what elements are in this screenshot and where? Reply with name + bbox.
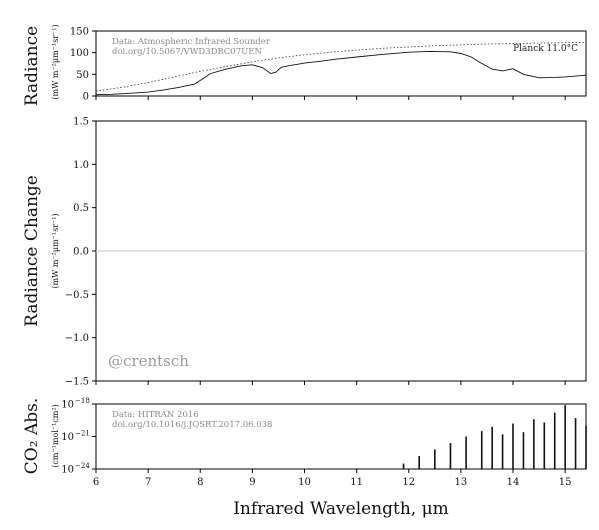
radiance-change-y-tick-label: 1.0 bbox=[73, 160, 89, 171]
x-tick-label: 8 bbox=[197, 477, 203, 488]
x-tick-label: 12 bbox=[402, 477, 415, 488]
x-tick-label: 13 bbox=[455, 477, 468, 488]
radiance-change-y-tick-label: 1.5 bbox=[73, 117, 89, 128]
x-tick-label: 14 bbox=[507, 477, 520, 488]
radiance-spectrum bbox=[95, 50, 587, 96]
radiance-change-ylabel: Radiance Change bbox=[22, 175, 42, 327]
radiance-doi: doi.org/10.5067/VWD3DRC07UEN bbox=[112, 47, 262, 57]
co2-y-tick-exponent: −24 bbox=[75, 462, 90, 470]
x-ticks: 6 7 8 9 10 11 12 13 14 15 bbox=[93, 96, 572, 488]
co2-y-tick-label: 10 bbox=[61, 432, 74, 443]
planck-legend-label: Planck 11.0°C bbox=[513, 44, 578, 54]
radiance-y-units: (mW m⁻²μm⁻¹sr⁻¹) bbox=[51, 24, 60, 99]
co2-y-tick-label: 10 bbox=[61, 400, 74, 411]
co2-y-tick-label: 10 bbox=[61, 465, 74, 476]
x-tick-label: 10 bbox=[298, 477, 311, 488]
co2-data-source: Data: HITRAN 2016 bbox=[112, 410, 199, 420]
radiance-change-panel: −1.5 −1.0 −0.5 0.0 0.5 1.0 1.5 @crentsch Radia… bbox=[22, 117, 587, 388]
co2-y-tick-exponent: −21 bbox=[75, 430, 90, 438]
watermark: @crentsch bbox=[108, 352, 189, 370]
x-axis-label: Infrared Wavelength, μm bbox=[233, 499, 449, 519]
radiance-y-tick-label: 0 bbox=[83, 92, 89, 103]
radiance-change-y-tick-label: −1.0 bbox=[65, 333, 89, 344]
radiance-y-tick-label: 50 bbox=[76, 70, 89, 81]
co2-ylabel: CO₂ Abs. bbox=[22, 398, 42, 474]
x-tick-label: 6 bbox=[93, 477, 99, 488]
x-tick-label: 7 bbox=[145, 477, 151, 488]
radiance-change-y-tick-label: 0.0 bbox=[73, 247, 89, 258]
radiance-axes-frame bbox=[95, 30, 587, 97]
radiance-change-y-tick-label: 0.5 bbox=[73, 203, 89, 214]
radiance-change-y-ticks: −1.5 −1.0 −0.5 0.0 0.5 1.0 1.5 bbox=[65, 117, 96, 388]
x-tick-label: 15 bbox=[559, 477, 572, 488]
co2-y-units: (cm⁻¹mol⁻¹cm²) bbox=[51, 404, 60, 467]
co2-y-tick-exponent: −18 bbox=[75, 397, 90, 405]
radiance-panel: 0 50 100 150 Planck 11.0°C Data: Atmospheri… bbox=[22, 24, 587, 106]
co2-doi: doi.org/10.1016/j.JQSRT.2017.06.038 bbox=[112, 420, 272, 430]
co2-absorption-lines bbox=[402, 405, 587, 469]
radiance-change-y-units: (mW m⁻²μm⁻¹sr⁻¹) bbox=[51, 213, 60, 288]
radiance-data-source: Data: Atmospheric Infrared Sounder bbox=[112, 37, 271, 47]
radiance-change-y-tick-label: −1.5 bbox=[65, 377, 89, 388]
radiance-y-tick-label: 150 bbox=[70, 27, 89, 38]
radiance-change-y-tick-label: −0.5 bbox=[65, 290, 89, 301]
x-tick-label: 11 bbox=[350, 477, 363, 488]
x-tick-label: 9 bbox=[249, 477, 255, 488]
radiance-ylabel: Radiance bbox=[22, 26, 42, 106]
radiance-y-ticks: 0 50 100 150 bbox=[70, 27, 96, 103]
radiance-y-tick-label: 100 bbox=[70, 48, 89, 59]
